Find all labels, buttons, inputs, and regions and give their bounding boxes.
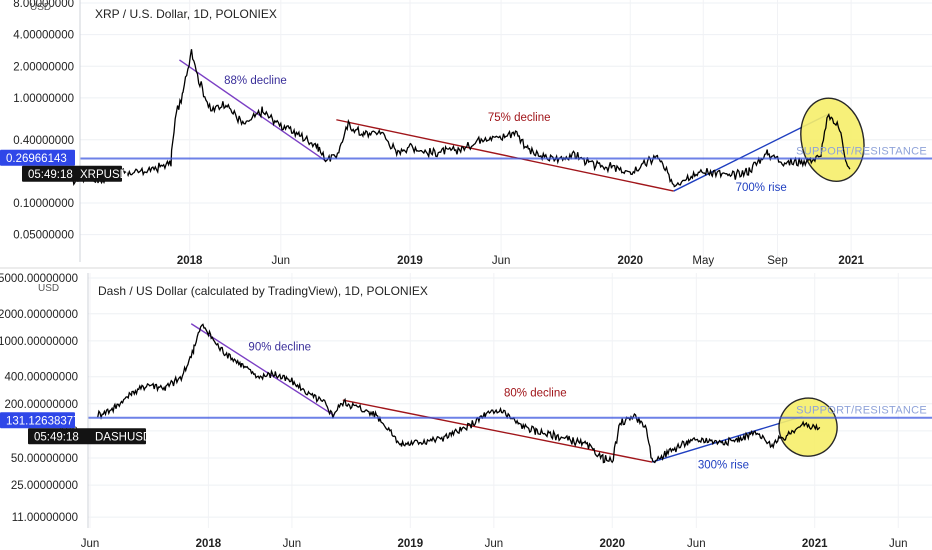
xrp-x-tick-jun: Jun (492, 255, 511, 267)
dash-y-tick-label: 25.00000000 (11, 480, 78, 492)
dash-y-tick-label: 50.00000000 (11, 453, 78, 465)
dash-y-tick-label: 2000.00000000 (0, 309, 78, 321)
xrp-y-axis: 8.00000000 4.00000000 2.00000000 1.00000000… (13, 0, 81, 262)
dash-annotation-90-decline: 90% decline (248, 342, 311, 354)
xrp-x-tick-2019: 2019 (397, 255, 423, 267)
dash-chart-title: Dash / US Dollar (calculated by TradingV… (98, 284, 428, 298)
dash-chart-pane: SUPPORT/RESISTANCE 90% decline 80% declin… (0, 273, 932, 550)
xrp-x-tick-2021: 2021 (838, 255, 864, 267)
dash-y-tick-label: 5000.00000000 (0, 273, 78, 285)
xrp-price-line (71, 49, 851, 188)
xrp-annotation-88-decline: 88% decline (224, 75, 287, 87)
dash-tags: 131.12638377 05:49:18 DASHUSD (0, 412, 151, 445)
xrp-y-tick-label: 4.00000000 (13, 30, 74, 42)
dash-trendline-80-decline (342, 399, 653, 463)
xrp-highlight-ellipse (800, 97, 865, 183)
dash-price-tag (0, 412, 75, 429)
dash-trendlines (190, 323, 803, 463)
xrp-y-tick-label: 8.00000000 (13, 0, 74, 10)
dash-x-axis: Jun 2018 Jun 2019 Jun 2020 Jun 2021 Jun (81, 538, 908, 550)
xrp-x-tick-jun: Jun (272, 255, 291, 267)
xrp-chart-title: XRP / U.S. Dollar, 1D, POLONIEX (95, 7, 277, 21)
xrp-highlight (800, 97, 865, 183)
xrp-y-tick-label: 1.00000000 (13, 93, 74, 105)
xrp-support-resistance-label: SUPPORT/RESISTANCE (796, 146, 927, 158)
xrp-annotation-75-decline: 75% decline (488, 112, 551, 124)
xrp-support-resistance: SUPPORT/RESISTANCE (80, 146, 932, 160)
xrp-trendline-75-decline (336, 119, 674, 192)
dash-x-tick-2019: 2019 (398, 538, 424, 550)
xrp-annotation-700-rise: 700% rise (736, 182, 787, 194)
dash-highlight-ellipse (778, 397, 838, 457)
xrp-price-tag (0, 149, 75, 166)
dash-time-tag (28, 428, 146, 445)
xrp-annotations: 88% decline 75% decline 700% rise (224, 75, 787, 194)
xrp-symbol-label: XRPUSD (80, 169, 128, 181)
dash-y-tick-label: 1000.00000000 (0, 336, 78, 348)
xrp-y-tick-label: 0.10000000 (13, 198, 74, 210)
xrp-y-tick-label: 0.40000000 (13, 135, 74, 147)
xrp-trendline-88-decline (179, 59, 327, 162)
xrp-x-tick-may: May (692, 255, 714, 267)
xrp-x-tick-2018: 2018 (177, 255, 203, 267)
xrp-x-tick-2020: 2020 (617, 255, 643, 267)
dash-y-axis: 5000.00000000 2000.00000000 1000.00000000 4… (0, 273, 89, 528)
xrp-time-tag-label: 05:49:18 (28, 169, 73, 181)
dash-highlight (778, 397, 838, 457)
xrp-price-tag-label: 0.26966143 (6, 153, 67, 165)
xrp-chart-pane: SUPPORT/RESISTANCE 88% decline 75% declin… (0, 0, 932, 267)
dash-x-tick-2021: 2021 (802, 538, 828, 550)
dash-x-tick-jun: Jun (283, 538, 302, 550)
dash-y-tick-label: 11.00000000 (12, 512, 78, 524)
dash-symbol-label: DASHUSD (95, 431, 151, 443)
dash-price-line (97, 323, 821, 464)
dash-x-tick-2020: 2020 (599, 538, 625, 550)
xrp-y-tick-label: 0.05000000 (13, 230, 74, 242)
xrp-grid (80, 0, 932, 262)
xrp-tags: 0.26966143 05:49:18 XRPUSD (0, 149, 128, 182)
xrp-x-axis: 2018 Jun 2019 Jun 2020 May Sep 2021 (177, 255, 865, 267)
dash-x-tick-jun: Jun (485, 538, 504, 550)
xrp-time-tag (22, 165, 122, 182)
dash-x-tick-jun: Jun (889, 538, 908, 550)
dash-trendline-300-rise (651, 415, 803, 463)
dash-price-tag-label: 131.12638377 (6, 415, 80, 427)
dash-x-tick-jun: Jun (81, 538, 100, 550)
dash-trendline-90-decline (190, 323, 334, 416)
dash-annotation-80-decline: 80% decline (504, 388, 567, 400)
dash-currency-label: USD (38, 283, 59, 294)
dash-support-resistance-label: SUPPORT/RESISTANCE (796, 405, 927, 417)
dash-annotations: 90% decline 80% decline 300% rise (248, 342, 749, 472)
xrp-y-tick-label: 2.00000000 (13, 61, 74, 73)
dash-y-tick-label: 200.00000000 (4, 399, 78, 411)
dash-y-tick-label: 400.00000000 (4, 372, 78, 384)
xrp-x-tick-sep: Sep (767, 255, 787, 267)
dash-annotation-300-rise: 300% rise (698, 460, 749, 472)
xrp-currency-label: USD (30, 2, 51, 13)
dash-support-resistance: SUPPORT/RESISTANCE (88, 405, 932, 419)
dash-x-tick-2018: 2018 (196, 538, 222, 550)
dash-x-tick-jun: Jun (687, 538, 706, 550)
dash-time-tag-label: 05:49:18 (34, 431, 79, 443)
